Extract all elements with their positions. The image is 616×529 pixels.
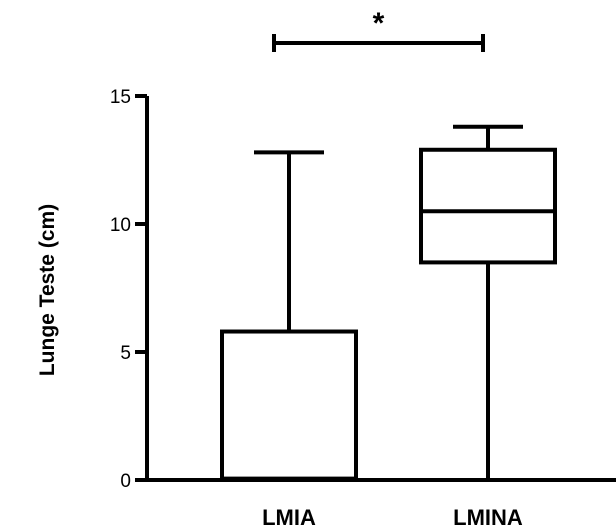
y-axis: 0 5 10 15 <box>110 87 149 492</box>
box-group <box>220 150 358 481</box>
significance-bracket: * <box>272 7 485 52</box>
box-group <box>419 124 557 480</box>
y-tick-label: 0 <box>120 471 131 492</box>
iqr-box <box>220 329 358 481</box>
x-tick-label: LMIA <box>262 505 316 529</box>
y-tick-label: 15 <box>110 87 131 108</box>
y-tick-label: 10 <box>110 215 131 236</box>
iqr-box <box>419 147 557 265</box>
y-tick-label: 5 <box>120 343 131 364</box>
y-axis-title: Lunge Teste (cm) <box>36 204 59 376</box>
x-axis: LMIA LMINA <box>147 478 616 529</box>
significance-label: * <box>373 7 385 40</box>
x-tick-label: LMINA <box>453 505 523 529</box>
boxes <box>220 124 557 481</box>
